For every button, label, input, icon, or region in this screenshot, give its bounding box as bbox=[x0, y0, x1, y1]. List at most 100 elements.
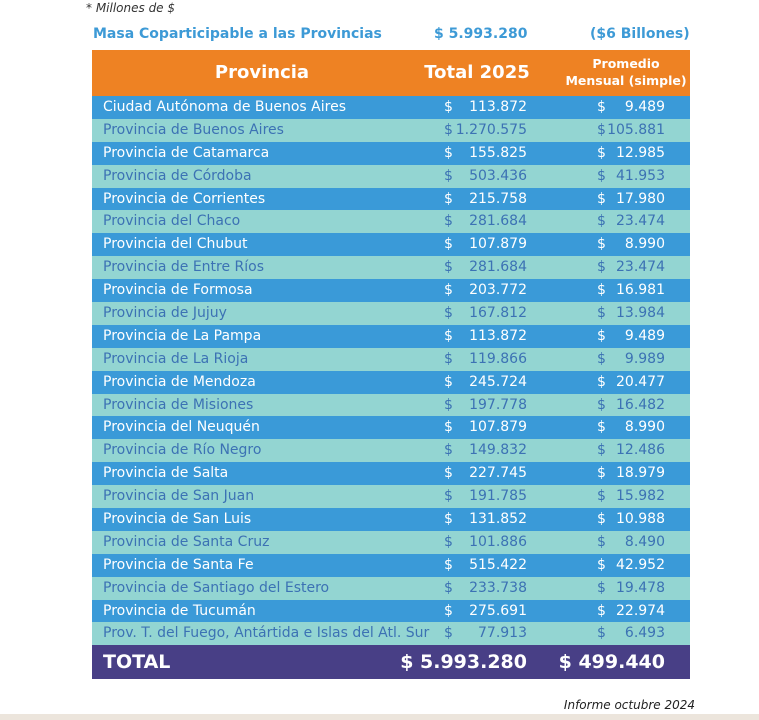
average-value: 13.984 bbox=[616, 305, 665, 322]
total-value: 515.422 bbox=[469, 556, 527, 573]
province-name: Provincia del Neuquén bbox=[103, 419, 260, 436]
currency-sign: $ bbox=[444, 625, 453, 642]
table-row: Provincia de Catamarca $155.825 $12.985 bbox=[92, 141, 690, 165]
total-value: 107.879 bbox=[469, 419, 527, 436]
total-cell: $113.872 bbox=[444, 96, 527, 119]
currency-sign: $ bbox=[444, 396, 453, 413]
total-value: 113.872 bbox=[469, 99, 527, 115]
average-value: 22.974 bbox=[616, 602, 665, 619]
currency-sign: $ bbox=[597, 396, 606, 413]
currency-sign: $ bbox=[444, 373, 453, 390]
table-row: Provincia de Jujuy $167.812 $13.984 bbox=[92, 302, 690, 325]
province-name: Provincia de Misiones bbox=[103, 396, 254, 413]
province-name: Provincia de Corrientes bbox=[103, 190, 266, 207]
report-footer: Informe octubre 2024 bbox=[563, 698, 695, 712]
currency-sign: $ bbox=[444, 236, 453, 253]
currency-sign: $ bbox=[444, 259, 453, 276]
total-value: 215.758 bbox=[469, 190, 527, 207]
table-row: Provincia de Río Negro $149.832 $12.486 bbox=[92, 439, 690, 463]
province-name: Provincia de Mendoza bbox=[103, 373, 256, 390]
total-cell: $515.422 bbox=[444, 554, 527, 577]
average-value: 23.474 bbox=[616, 259, 665, 276]
currency-sign: $ bbox=[444, 488, 453, 505]
province-name: Provincia de Córdoba bbox=[103, 167, 252, 184]
table-row: Provincia de Salta $227.745 $18.979 bbox=[92, 462, 690, 486]
currency-sign: $ bbox=[597, 99, 606, 115]
total-value: 77.913 bbox=[478, 625, 527, 642]
total-average: $ 499.440 bbox=[558, 651, 665, 674]
currency-sign: $ bbox=[444, 533, 453, 550]
currency-sign: $ bbox=[444, 144, 453, 161]
total-value: 155.825 bbox=[469, 144, 527, 161]
currency-sign: $ bbox=[597, 579, 606, 596]
average-cell: $13.984 bbox=[597, 302, 665, 325]
total-value: 101.886 bbox=[469, 533, 527, 550]
currency-sign: $ bbox=[597, 625, 606, 642]
province-name: Provincia de Río Negro bbox=[103, 442, 262, 459]
currency-sign: $ bbox=[597, 602, 606, 619]
currency-sign: $ bbox=[444, 350, 453, 367]
table-row: Provincia de La Pampa $113.872 $9.489 bbox=[92, 324, 690, 348]
currency-sign: $ bbox=[597, 442, 606, 459]
currency-sign: $ bbox=[597, 305, 606, 322]
total-label: TOTAL bbox=[103, 651, 171, 674]
currency-sign: $ bbox=[444, 282, 453, 299]
average-value: 23.474 bbox=[616, 213, 665, 230]
total-cell: $275.691 bbox=[444, 600, 527, 623]
average-cell: $9.489 bbox=[597, 96, 665, 119]
average-cell: $8.990 bbox=[597, 416, 665, 439]
currency-sign: $ bbox=[444, 442, 453, 459]
average-value: 12.486 bbox=[616, 442, 665, 459]
total-value: 503.436 bbox=[469, 167, 527, 184]
average-value: 15.982 bbox=[616, 488, 665, 505]
average-value: 9.489 bbox=[624, 327, 665, 344]
table-row: Provincia de Formosa $203.772 $16.981 bbox=[92, 279, 690, 303]
currency-sign: $ bbox=[597, 533, 606, 550]
total-value: 119.866 bbox=[469, 350, 527, 367]
currency-sign: $ bbox=[444, 99, 453, 115]
average-cell: $20.477 bbox=[597, 371, 665, 394]
province-name: Provincia de Jujuy bbox=[103, 305, 227, 322]
average-cell: $12.486 bbox=[597, 439, 665, 462]
table-header: Provincia Total 2025 Promedio Mensual (s… bbox=[92, 50, 690, 96]
total-cell: $107.879 bbox=[444, 416, 527, 439]
currency-sign: $ bbox=[597, 373, 606, 390]
summary-amount: $ 5.993.280 bbox=[434, 26, 528, 42]
table-row: Ciudad Autónoma de Buenos Aires $113.872… bbox=[92, 96, 690, 119]
average-value: 9.489 bbox=[624, 99, 665, 115]
average-cell: $22.974 bbox=[597, 600, 665, 623]
currency-sign: $ bbox=[597, 556, 606, 573]
total-cell: $119.866 bbox=[444, 348, 527, 371]
average-cell: $10.988 bbox=[597, 508, 665, 531]
currency-sign: $ bbox=[444, 121, 453, 138]
average-value: 42.952 bbox=[616, 556, 665, 573]
total-value: 197.778 bbox=[469, 396, 527, 413]
currency-sign: $ bbox=[444, 465, 453, 482]
currency-sign: $ bbox=[444, 579, 453, 596]
total-cell: $197.778 bbox=[444, 394, 527, 417]
total-value: 203.772 bbox=[469, 282, 527, 299]
summary-equivalent: ($6 Billones) bbox=[590, 26, 690, 42]
total-value: 167.812 bbox=[469, 305, 527, 322]
currency-sign: $ bbox=[444, 511, 453, 528]
average-value: 18.979 bbox=[616, 465, 665, 482]
average-value: 8.990 bbox=[624, 236, 665, 253]
currency-sign: $ bbox=[444, 556, 453, 573]
currency-sign: $ bbox=[444, 327, 453, 344]
average-cell: $6.493 bbox=[597, 622, 665, 645]
province-name: Provincia de La Rioja bbox=[103, 350, 249, 367]
total-value: 233.738 bbox=[469, 579, 527, 596]
total-value: 131.852 bbox=[469, 511, 527, 528]
total-value: 191.785 bbox=[469, 488, 527, 505]
currency-sign: $ bbox=[597, 259, 606, 276]
average-value: 8.490 bbox=[624, 533, 665, 550]
currency-sign: $ bbox=[444, 419, 453, 436]
currency-sign: $ bbox=[597, 419, 606, 436]
average-cell: $23.474 bbox=[597, 256, 665, 279]
average-cell: $19.478 bbox=[597, 577, 665, 600]
table-row: Provincia de Mendoza $245.724 $20.477 bbox=[92, 370, 690, 394]
currency-sign: $ bbox=[597, 465, 606, 482]
average-cell: $41.953 bbox=[597, 165, 665, 188]
table-row: Prov. T. del Fuego, Antártida e Islas de… bbox=[92, 622, 690, 646]
total-cell: $281.684 bbox=[444, 256, 527, 279]
